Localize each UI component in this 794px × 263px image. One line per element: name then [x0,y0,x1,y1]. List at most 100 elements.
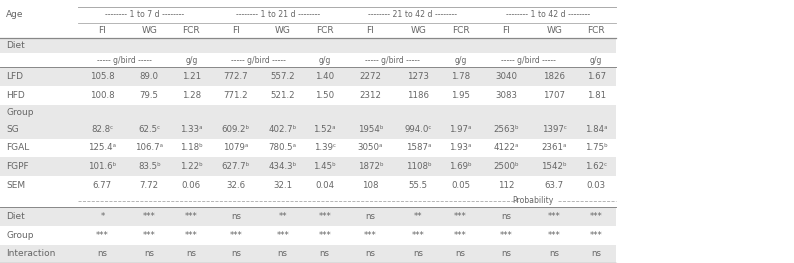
Text: FCR: FCR [183,26,200,35]
Text: **: ** [279,212,287,221]
Text: 772.7: 772.7 [223,72,249,81]
Text: 2563ᵇ: 2563ᵇ [493,125,519,134]
Text: *: * [100,212,105,221]
Text: 79.5: 79.5 [140,91,159,100]
Bar [0,226,616,245]
Text: 1707: 1707 [543,91,565,100]
Text: 1.78: 1.78 [451,72,470,81]
Text: 1.69ᵇ: 1.69ᵇ [449,162,472,171]
Text: WG: WG [141,26,157,35]
Text: 1.67: 1.67 [587,72,606,81]
Text: ----- g/bird -----: ----- g/bird ----- [365,56,420,65]
Text: 1.40: 1.40 [315,72,334,81]
Text: 105.8: 105.8 [90,72,115,81]
Text: 1.75ᵇ: 1.75ᵇ [585,143,607,152]
Text: g/g: g/g [590,56,603,65]
Text: 521.2: 521.2 [270,91,295,100]
Text: HFD: HFD [6,91,25,100]
Text: 32.1: 32.1 [273,181,292,190]
Text: ***: *** [499,231,513,240]
Bar [0,157,616,176]
Text: Interaction: Interaction [6,249,56,259]
Text: 1.50: 1.50 [315,91,334,100]
Text: g/g: g/g [185,56,198,65]
Text: 1587ᵃ: 1587ᵃ [406,143,431,152]
Text: Diet: Diet [6,41,25,50]
Text: 1826: 1826 [543,72,565,81]
Text: ***: *** [318,212,331,221]
Text: 106.7ᵃ: 106.7ᵃ [135,143,164,152]
Text: -------- 1 to 21 d --------: -------- 1 to 21 d -------- [236,11,320,19]
Text: Age: Age [6,11,24,19]
Text: ns: ns [187,249,196,259]
Text: ns: ns [231,212,241,221]
Text: ***: *** [590,212,603,221]
Text: 83.5ᵇ: 83.5ᵇ [138,162,160,171]
Text: 55.5: 55.5 [409,181,428,190]
Text: g/g: g/g [318,56,331,65]
Text: 7.72: 7.72 [140,181,159,190]
Text: WG: WG [546,26,562,35]
Bar [0,53,616,67]
Text: ns: ns [501,212,511,221]
Text: ns: ns [501,249,511,259]
Bar [0,208,616,226]
Text: 3083: 3083 [495,91,517,100]
Text: ***: *** [412,231,425,240]
Text: WG: WG [275,26,291,35]
Text: ----- g/bird -----: ----- g/bird ----- [501,56,556,65]
Text: FI: FI [98,26,106,35]
Text: g/g: g/g [454,56,467,65]
Text: FGAL: FGAL [6,143,29,152]
Text: ns: ns [98,249,107,259]
Text: ns: ns [456,249,465,259]
Text: ***: *** [143,212,156,221]
Text: 32.6: 32.6 [226,181,245,190]
Text: 0.06: 0.06 [182,181,201,190]
Text: ***: *** [229,231,242,240]
Text: ns: ns [592,249,601,259]
Text: ***: *** [185,212,198,221]
Text: 1542ᵇ: 1542ᵇ [542,162,567,171]
Text: 1.81: 1.81 [587,91,606,100]
Text: Group: Group [6,231,33,240]
Text: FI: FI [367,26,374,35]
Text: 0.05: 0.05 [451,181,470,190]
Text: 1.93ᵃ: 1.93ᵃ [449,143,472,152]
Bar [0,23,616,38]
Text: ***: *** [143,231,156,240]
Text: 1.21: 1.21 [182,72,201,81]
Text: 125.4ᵃ: 125.4ᵃ [88,143,117,152]
Text: Diet: Diet [6,212,25,221]
Text: ***: *** [548,231,561,240]
Text: 3040: 3040 [495,72,517,81]
Text: ns: ns [365,212,376,221]
Text: -------- 1 to 42 d --------: -------- 1 to 42 d -------- [507,11,590,19]
Text: 2312: 2312 [360,91,381,100]
Bar [0,7,616,23]
Bar [0,38,616,53]
Text: 557.2: 557.2 [270,72,295,81]
Text: LFD: LFD [6,72,23,81]
Text: 1.84ᵃ: 1.84ᵃ [585,125,607,134]
Text: 82.8ᶜ: 82.8ᶜ [91,125,114,134]
Text: 2361ᵃ: 2361ᵃ [542,143,567,152]
Text: 108: 108 [362,181,379,190]
Text: 1.97ᵃ: 1.97ᵃ [449,125,472,134]
Text: 4122ᵃ: 4122ᵃ [494,143,518,152]
Text: ns: ns [278,249,287,259]
Text: 6.77: 6.77 [93,181,112,190]
Text: FI: FI [232,26,240,35]
Text: 1954ᵇ: 1954ᵇ [357,125,384,134]
Bar [0,176,616,194]
Text: ***: *** [96,231,109,240]
Text: SEM: SEM [6,181,25,190]
Text: ns: ns [414,249,423,259]
Text: SG: SG [6,125,19,134]
Text: ***: *** [276,231,289,240]
Text: 1872ᵇ: 1872ᵇ [357,162,384,171]
Text: ns: ns [365,249,376,259]
Text: ***: *** [548,212,561,221]
Bar [0,120,616,139]
Text: ns: ns [549,249,559,259]
